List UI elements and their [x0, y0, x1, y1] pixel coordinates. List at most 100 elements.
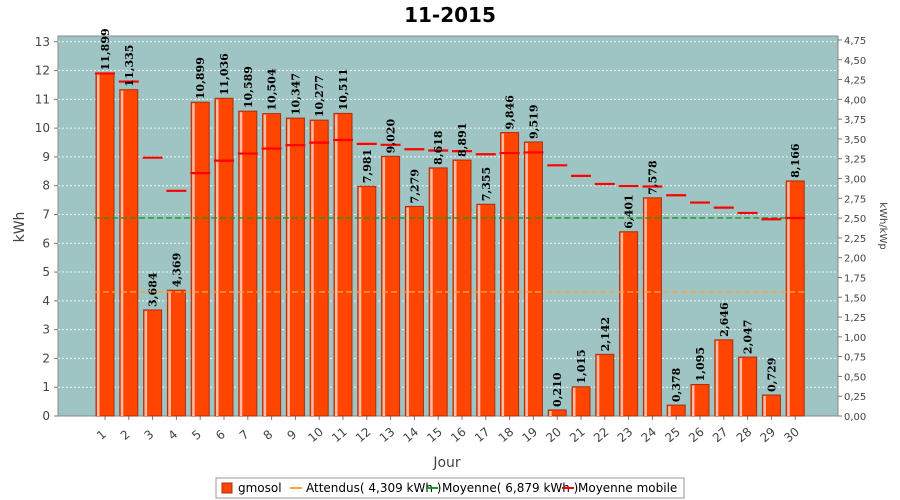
x-tick-label: 11	[329, 425, 350, 446]
bar-highlight	[239, 112, 243, 416]
x-tick-label: 24	[638, 425, 659, 446]
bar-series	[95, 72, 805, 417]
x-tick-label: 30	[781, 425, 802, 446]
x-tick-label: 26	[686, 425, 707, 446]
y2-tick-label: 3,25	[844, 155, 866, 166]
bar-fill	[738, 356, 758, 417]
y-tick-label: 0	[42, 409, 50, 423]
bar-fill	[238, 110, 258, 417]
y2-tick-label: 0,25	[844, 392, 866, 403]
bar-highlight	[596, 355, 600, 416]
y2-tick-label: 1,00	[844, 333, 866, 344]
bar-highlight	[97, 74, 100, 416]
bar-fill	[500, 132, 520, 417]
bar-fill	[262, 113, 282, 417]
bar-day-20	[547, 409, 567, 417]
y2-tick-label: 4,25	[844, 76, 866, 87]
bar-highlight	[501, 133, 505, 416]
bar-highlight	[287, 119, 290, 416]
y-tick-label: 13	[35, 35, 50, 49]
bar-day-18	[500, 132, 520, 417]
x-tick-label: 5	[189, 427, 204, 443]
x-tick-label: 19	[519, 425, 540, 446]
bar-fill	[452, 159, 472, 417]
bar-fill	[404, 205, 424, 417]
bar-highlight	[120, 90, 124, 416]
x-tick-label: 8	[261, 427, 276, 443]
x-tick-label: 1	[94, 427, 109, 443]
y-tick-label: 6	[42, 236, 50, 250]
x-axis: 1 2 3 4 5 6 7 8 9 10 11 12 13 14 15 16 17 18 19 20 21 22 23 24 2…	[94, 416, 802, 445]
bar-day-2	[119, 89, 139, 417]
bar-day-29	[761, 394, 781, 417]
y-tick-label: 4	[42, 294, 50, 308]
data-label: 9,020	[385, 119, 398, 154]
data-label: 7,981	[361, 149, 374, 183]
bar-day-14	[404, 205, 424, 417]
data-label: 10,511	[337, 68, 350, 110]
data-label: 11,036	[218, 53, 231, 95]
y2-axis-label: kWh/kWp	[877, 202, 888, 249]
bar-day-9	[285, 117, 305, 417]
bar-day-23	[619, 231, 639, 417]
data-label: 2,047	[742, 320, 755, 354]
y2-tick-label: 1,25	[844, 313, 866, 324]
x-axis-label: Jour	[432, 455, 461, 471]
bar-day-21	[571, 386, 591, 417]
data-label: 0,729	[765, 358, 778, 392]
x-tick-label: 18	[496, 425, 517, 446]
bar-highlight	[311, 121, 314, 416]
legend-label: gmosol	[238, 481, 282, 495]
bar-highlight	[620, 232, 624, 416]
x-tick-label: 16	[448, 425, 469, 446]
y-tick-label: 5	[42, 265, 50, 279]
bar-highlight	[668, 406, 671, 416]
x-tick-label: 15	[424, 425, 445, 446]
data-label: 7,279	[408, 169, 421, 203]
y-tick-label: 2	[42, 351, 50, 365]
bar-fill	[309, 119, 329, 417]
x-tick-label: 29	[757, 425, 778, 446]
data-label: 10,277	[313, 75, 326, 117]
bar-highlight	[644, 198, 647, 416]
x-tick-label: 2	[118, 427, 133, 443]
bar-day-8	[262, 113, 282, 417]
bar-day-13	[381, 155, 401, 417]
y2-tick-label: 4,50	[844, 56, 866, 67]
bar-fill	[642, 197, 662, 417]
data-label: 9,519	[527, 105, 540, 139]
bar-day-7	[238, 110, 258, 417]
y-tick-label: 10	[35, 121, 50, 135]
bar-fill	[143, 309, 163, 417]
bar-fill	[119, 89, 139, 417]
y2-tick-label: 4,75	[844, 36, 866, 47]
bar-day-22	[595, 353, 615, 417]
bar-fill	[381, 155, 401, 417]
bar-highlight	[168, 291, 171, 416]
bar-fill	[571, 386, 591, 417]
y-axis-label: kWh	[12, 212, 28, 243]
data-label: 8,166	[789, 143, 802, 178]
y2-tick-label: 3,50	[844, 135, 866, 146]
y2-tick-label: 1,75	[844, 273, 866, 284]
data-label: 11,335	[123, 45, 136, 87]
x-tick-label: 7	[237, 427, 252, 443]
bar-fill	[166, 289, 186, 417]
bar-fill	[333, 112, 353, 417]
legend: gmosol Attendus( 4,309 kWh ) Moyenne( 6,87…	[215, 477, 685, 499]
x-tick-label: 10	[305, 425, 326, 446]
y-tick-label: 3	[42, 323, 50, 337]
bar-fill	[714, 339, 734, 417]
bar-day-3	[143, 309, 163, 417]
chart-title: 11-2015	[404, 3, 496, 27]
y2-tick-label: 2,50	[844, 214, 866, 225]
data-label: 1,095	[694, 347, 707, 381]
bar-highlight	[144, 310, 148, 416]
legend-label: Attendus( 4,309 kWh )	[306, 481, 441, 495]
y2-tick-label: 2,75	[844, 194, 866, 205]
bar-highlight	[573, 387, 576, 416]
bar-fill	[785, 180, 805, 417]
data-label: 3,684	[147, 272, 160, 307]
